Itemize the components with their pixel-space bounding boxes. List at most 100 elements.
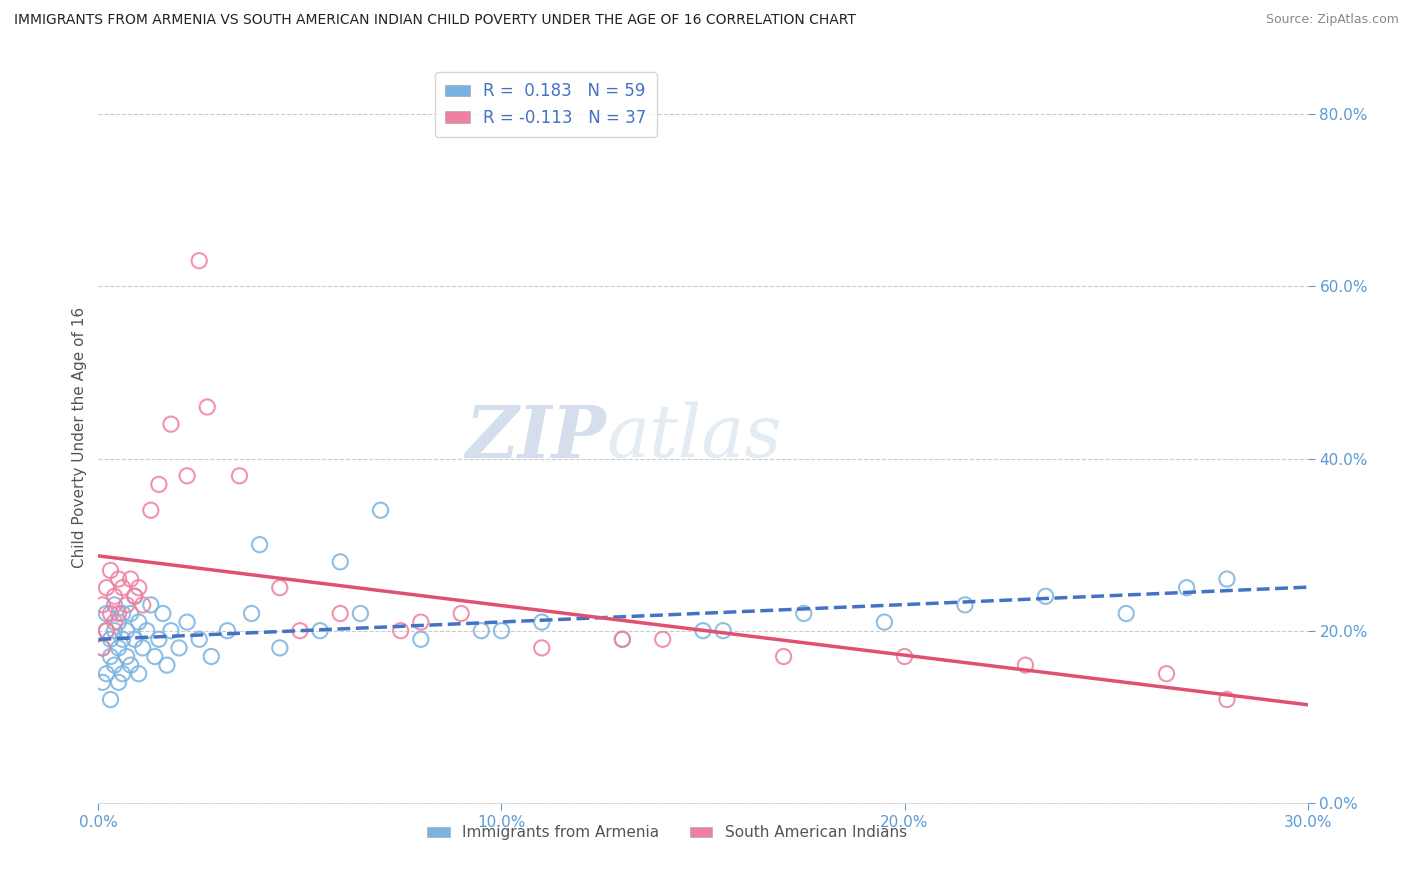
Point (370, 503, 392, 517)
Point (103, 615, 125, 629)
Point (107, 572, 129, 586)
Text: Source: ZipAtlas.com: Source: ZipAtlas.com (1265, 13, 1399, 27)
Point (156, 658, 179, 673)
Point (389, 624, 412, 638)
Point (450, 607, 472, 621)
Point (309, 624, 332, 638)
Point (873, 615, 896, 629)
Point (96, 607, 118, 621)
Point (1175, 581, 1198, 595)
Point (1115, 607, 1137, 621)
Point (409, 632, 432, 647)
Point (139, 503, 162, 517)
Point (91, 640, 114, 655)
Point (96, 624, 118, 638)
Point (329, 555, 352, 569)
Point (111, 632, 134, 647)
Point (100, 607, 122, 621)
Point (120, 658, 142, 673)
Point (128, 615, 150, 629)
Point (1216, 572, 1239, 586)
Point (167, 640, 190, 655)
Point (148, 632, 170, 647)
Point (111, 607, 134, 621)
Point (96, 666, 118, 681)
Point (107, 640, 129, 655)
Point (100, 564, 122, 578)
Point (793, 607, 815, 621)
Point (470, 624, 492, 638)
Y-axis label: Child Poverty Under the Age of 16: Child Poverty Under the Age of 16 (72, 307, 87, 567)
Point (530, 615, 553, 629)
Point (111, 666, 134, 681)
Point (115, 624, 138, 638)
Point (143, 649, 166, 664)
Point (103, 624, 125, 638)
Point (176, 468, 198, 483)
Point (96, 581, 118, 595)
Point (128, 666, 150, 681)
Point (1216, 692, 1239, 706)
Point (120, 607, 142, 621)
Point (124, 589, 146, 603)
Point (103, 598, 125, 612)
Point (349, 607, 371, 621)
Point (107, 675, 129, 690)
Point (1156, 666, 1178, 681)
Point (692, 624, 714, 638)
Point (269, 640, 291, 655)
Point (530, 640, 553, 655)
Point (96, 624, 118, 638)
Point (893, 649, 915, 664)
Point (139, 598, 162, 612)
Point (249, 538, 271, 552)
Point (152, 607, 174, 621)
Point (491, 624, 513, 638)
Text: atlas: atlas (606, 401, 782, 473)
Point (128, 581, 150, 595)
Point (160, 624, 183, 638)
Point (100, 649, 122, 664)
Point (115, 649, 138, 664)
Point (120, 572, 142, 586)
Point (240, 607, 263, 621)
Point (100, 632, 122, 647)
Point (409, 615, 432, 629)
Text: ZIP: ZIP (465, 401, 606, 473)
Point (100, 692, 122, 706)
Point (111, 581, 134, 595)
Point (329, 607, 352, 621)
Point (1035, 589, 1057, 603)
Text: IMMIGRANTS FROM ARMENIA VS SOUTH AMERICAN INDIAN CHILD POVERTY UNDER THE AGE OF : IMMIGRANTS FROM ARMENIA VS SOUTH AMERICA… (14, 13, 856, 28)
Point (188, 632, 211, 647)
Point (612, 632, 634, 647)
Point (188, 253, 211, 268)
Point (953, 598, 976, 612)
Point (176, 615, 198, 629)
Point (103, 589, 125, 603)
Point (107, 615, 129, 629)
Point (269, 581, 291, 595)
Point (217, 624, 239, 638)
Point (711, 624, 734, 638)
Point (612, 632, 634, 647)
Point (91, 675, 114, 690)
Point (132, 640, 155, 655)
Point (772, 649, 794, 664)
Point (1014, 658, 1036, 673)
Point (200, 649, 222, 664)
Point (195, 400, 218, 414)
Point (228, 468, 250, 483)
Point (148, 477, 170, 491)
Point (651, 632, 673, 647)
Point (115, 598, 138, 612)
Point (288, 624, 311, 638)
Point (132, 598, 155, 612)
Point (124, 589, 146, 603)
Point (91, 640, 114, 655)
Point (160, 417, 183, 432)
Legend: Immigrants from Armenia, South American Indians: Immigrants from Armenia, South American … (420, 819, 912, 847)
Point (107, 607, 129, 621)
Point (124, 632, 146, 647)
Point (91, 598, 114, 612)
